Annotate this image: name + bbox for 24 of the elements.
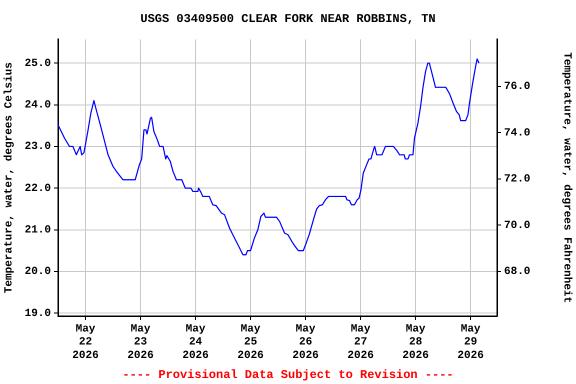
x-tick-label: May 29 2026 [457,323,484,362]
y2-tick-label: 68.0 [504,266,530,278]
y2-axis-title: Temperature, water, degrees Fahrenheit [560,52,573,304]
y-tick-label: 20.0 [24,266,51,278]
y2-tick-label: 74.0 [504,127,530,140]
chart-title: USGS 03409500 CLEAR FORK NEAR ROBBINS, TN [140,12,436,26]
x-tick-label: May 28 2026 [402,323,429,362]
x-tick-label: May 23 2026 [127,323,154,362]
y-tick-label: 21.0 [24,224,51,237]
y2-tick-label: 72.0 [504,174,530,186]
y2-tick-label: 76.0 [504,81,530,94]
y-tick-label: 22.0 [24,182,51,195]
y2-tick-label: 70.0 [504,220,530,232]
text: ---- Provisional Data Subject to Revision ---- [122,368,454,382]
x-tick-label: May 27 2026 [347,323,374,362]
y-tick-label: 24.0 [24,100,51,112]
y-tick-label: 19.0 [24,308,51,320]
x-tick-label: May 26 2026 [292,323,319,362]
y-axis-title: Temperature, water, degrees Celsius [3,62,16,294]
x-tick-label: May 24 2026 [182,323,209,362]
y-tick-label: 25.0 [24,58,51,70]
x-tick-label: May 22 2026 [72,323,99,362]
x-tick-label: May 25 2026 [237,323,264,362]
y-tick-label: 23.0 [24,141,51,154]
